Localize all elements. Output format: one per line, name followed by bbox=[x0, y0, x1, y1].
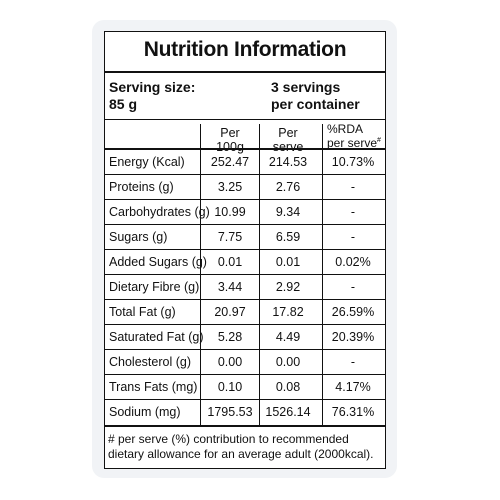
value-rda: - bbox=[350, 230, 356, 244]
serving-size-value: 85 g bbox=[109, 96, 138, 112]
serving-size-label: Serving size: bbox=[109, 79, 196, 95]
value-per-serve: 2.76 bbox=[275, 180, 301, 194]
servings-per-container: per container bbox=[271, 96, 360, 112]
header-rda-line1: %RDA bbox=[327, 122, 364, 136]
table-row: Added Sugars (g) 0.01 0.01 0.02% bbox=[105, 250, 385, 274]
nutrient-name: Cholesterol (g) bbox=[109, 355, 191, 369]
value-rda: 76.31% bbox=[331, 405, 375, 419]
value-rda: 0.02% bbox=[335, 255, 371, 269]
table-row: Cholesterol (g) 0.00 0.00 - bbox=[105, 350, 385, 374]
value-rda: - bbox=[350, 180, 356, 194]
value-rda: 4.17% bbox=[335, 380, 371, 394]
value-per-serve: 0.08 bbox=[275, 380, 301, 394]
value-per-serve: 9.34 bbox=[275, 205, 301, 219]
value-rda: - bbox=[350, 280, 356, 294]
servings-count: 3 servings bbox=[271, 79, 341, 95]
header-rda-mark: # bbox=[377, 137, 381, 144]
label-title: Nutrition Information bbox=[143, 38, 347, 61]
serving-divider bbox=[105, 119, 385, 120]
nutrition-label: Nutrition Information Serving size: 85 g… bbox=[104, 31, 386, 469]
row-divider bbox=[105, 324, 385, 325]
value-per-serve: 0.00 bbox=[275, 355, 301, 369]
value-per-serve: 1526.14 bbox=[265, 405, 311, 419]
value-rda: 10.73% bbox=[331, 155, 375, 169]
table-row: Total Fat (g) 20.97 17.82 26.59% bbox=[105, 300, 385, 324]
row-divider bbox=[105, 199, 385, 200]
row-divider bbox=[105, 224, 385, 225]
row-divider bbox=[105, 274, 385, 275]
header-rda: %RDA per serve# bbox=[327, 123, 383, 149]
table-row: Sodium (mg) 1795.53 1526.14 76.31% bbox=[105, 400, 385, 424]
header-rda-line2: per serve bbox=[327, 136, 378, 150]
column-divider-2 bbox=[259, 124, 260, 425]
row-divider bbox=[105, 174, 385, 175]
value-rda: - bbox=[350, 355, 356, 369]
header-per-serve: Per serve bbox=[272, 126, 304, 154]
value-per-100g: 252.47 bbox=[210, 155, 250, 169]
nutrient-name: Trans Fats (mg) bbox=[109, 380, 198, 394]
nutrient-name: Total Fat (g) bbox=[109, 305, 176, 319]
header-divider bbox=[105, 148, 385, 150]
nutrient-name: Sugars (g) bbox=[109, 230, 168, 244]
nutrient-name: Saturated Fat (g) bbox=[109, 330, 204, 344]
footer-divider bbox=[105, 425, 385, 427]
value-per-100g: 7.75 bbox=[217, 230, 243, 244]
nutrient-name: Dietary Fibre (g) bbox=[109, 280, 200, 294]
value-per-100g: 1795.53 bbox=[207, 405, 253, 419]
value-per-serve: 214.53 bbox=[268, 155, 308, 169]
column-divider-1 bbox=[200, 124, 201, 425]
value-rda: 26.59% bbox=[331, 305, 375, 319]
nutrient-name: Carbohydrates (g) bbox=[109, 205, 210, 219]
title-divider bbox=[105, 71, 385, 73]
table-row: Dietary Fibre (g) 3.44 2.92 - bbox=[105, 275, 385, 299]
value-per-100g: 20.97 bbox=[214, 305, 246, 319]
table-row: Carbohydrates (g) 10.99 9.34 - bbox=[105, 200, 385, 224]
column-divider-3 bbox=[322, 124, 323, 425]
table-row: Sugars (g) 7.75 6.59 - bbox=[105, 225, 385, 249]
nutrient-name: Added Sugars (g) bbox=[109, 255, 207, 269]
row-divider bbox=[105, 399, 385, 400]
value-per-serve: 17.82 bbox=[272, 305, 304, 319]
value-per-serve: 0.01 bbox=[275, 255, 301, 269]
value-per-serve: 4.49 bbox=[275, 330, 301, 344]
row-divider bbox=[105, 299, 385, 300]
table-row: Energy (Kcal) 252.47 214.53 10.73% bbox=[105, 150, 385, 174]
table-row: Proteins (g) 3.25 2.76 - bbox=[105, 175, 385, 199]
value-per-100g: 10.99 bbox=[214, 205, 246, 219]
table-row: Saturated Fat (g) 5.28 4.49 20.39% bbox=[105, 325, 385, 349]
nutrient-name: Proteins (g) bbox=[109, 180, 174, 194]
nutrient-name: Sodium (mg) bbox=[109, 405, 181, 419]
value-per-100g: 0.00 bbox=[217, 355, 243, 369]
value-per-100g: 0.10 bbox=[217, 380, 243, 394]
value-per-serve: 6.59 bbox=[275, 230, 301, 244]
value-rda: - bbox=[350, 205, 356, 219]
header-per-100g: Per 100g bbox=[216, 126, 244, 154]
value-per-100g: 3.25 bbox=[217, 180, 243, 194]
value-per-100g: 0.01 bbox=[217, 255, 243, 269]
value-rda: 20.39% bbox=[331, 330, 375, 344]
value-per-100g: 5.28 bbox=[217, 330, 243, 344]
row-divider bbox=[105, 349, 385, 350]
footnote: # per serve (%) contribution to recommen… bbox=[108, 432, 374, 461]
row-divider bbox=[105, 249, 385, 250]
row-divider bbox=[105, 374, 385, 375]
value-per-100g: 3.44 bbox=[217, 280, 243, 294]
value-per-serve: 2.92 bbox=[275, 280, 301, 294]
nutrient-name: Energy (Kcal) bbox=[109, 155, 185, 169]
table-row: Trans Fats (mg) 0.10 0.08 4.17% bbox=[105, 375, 385, 399]
